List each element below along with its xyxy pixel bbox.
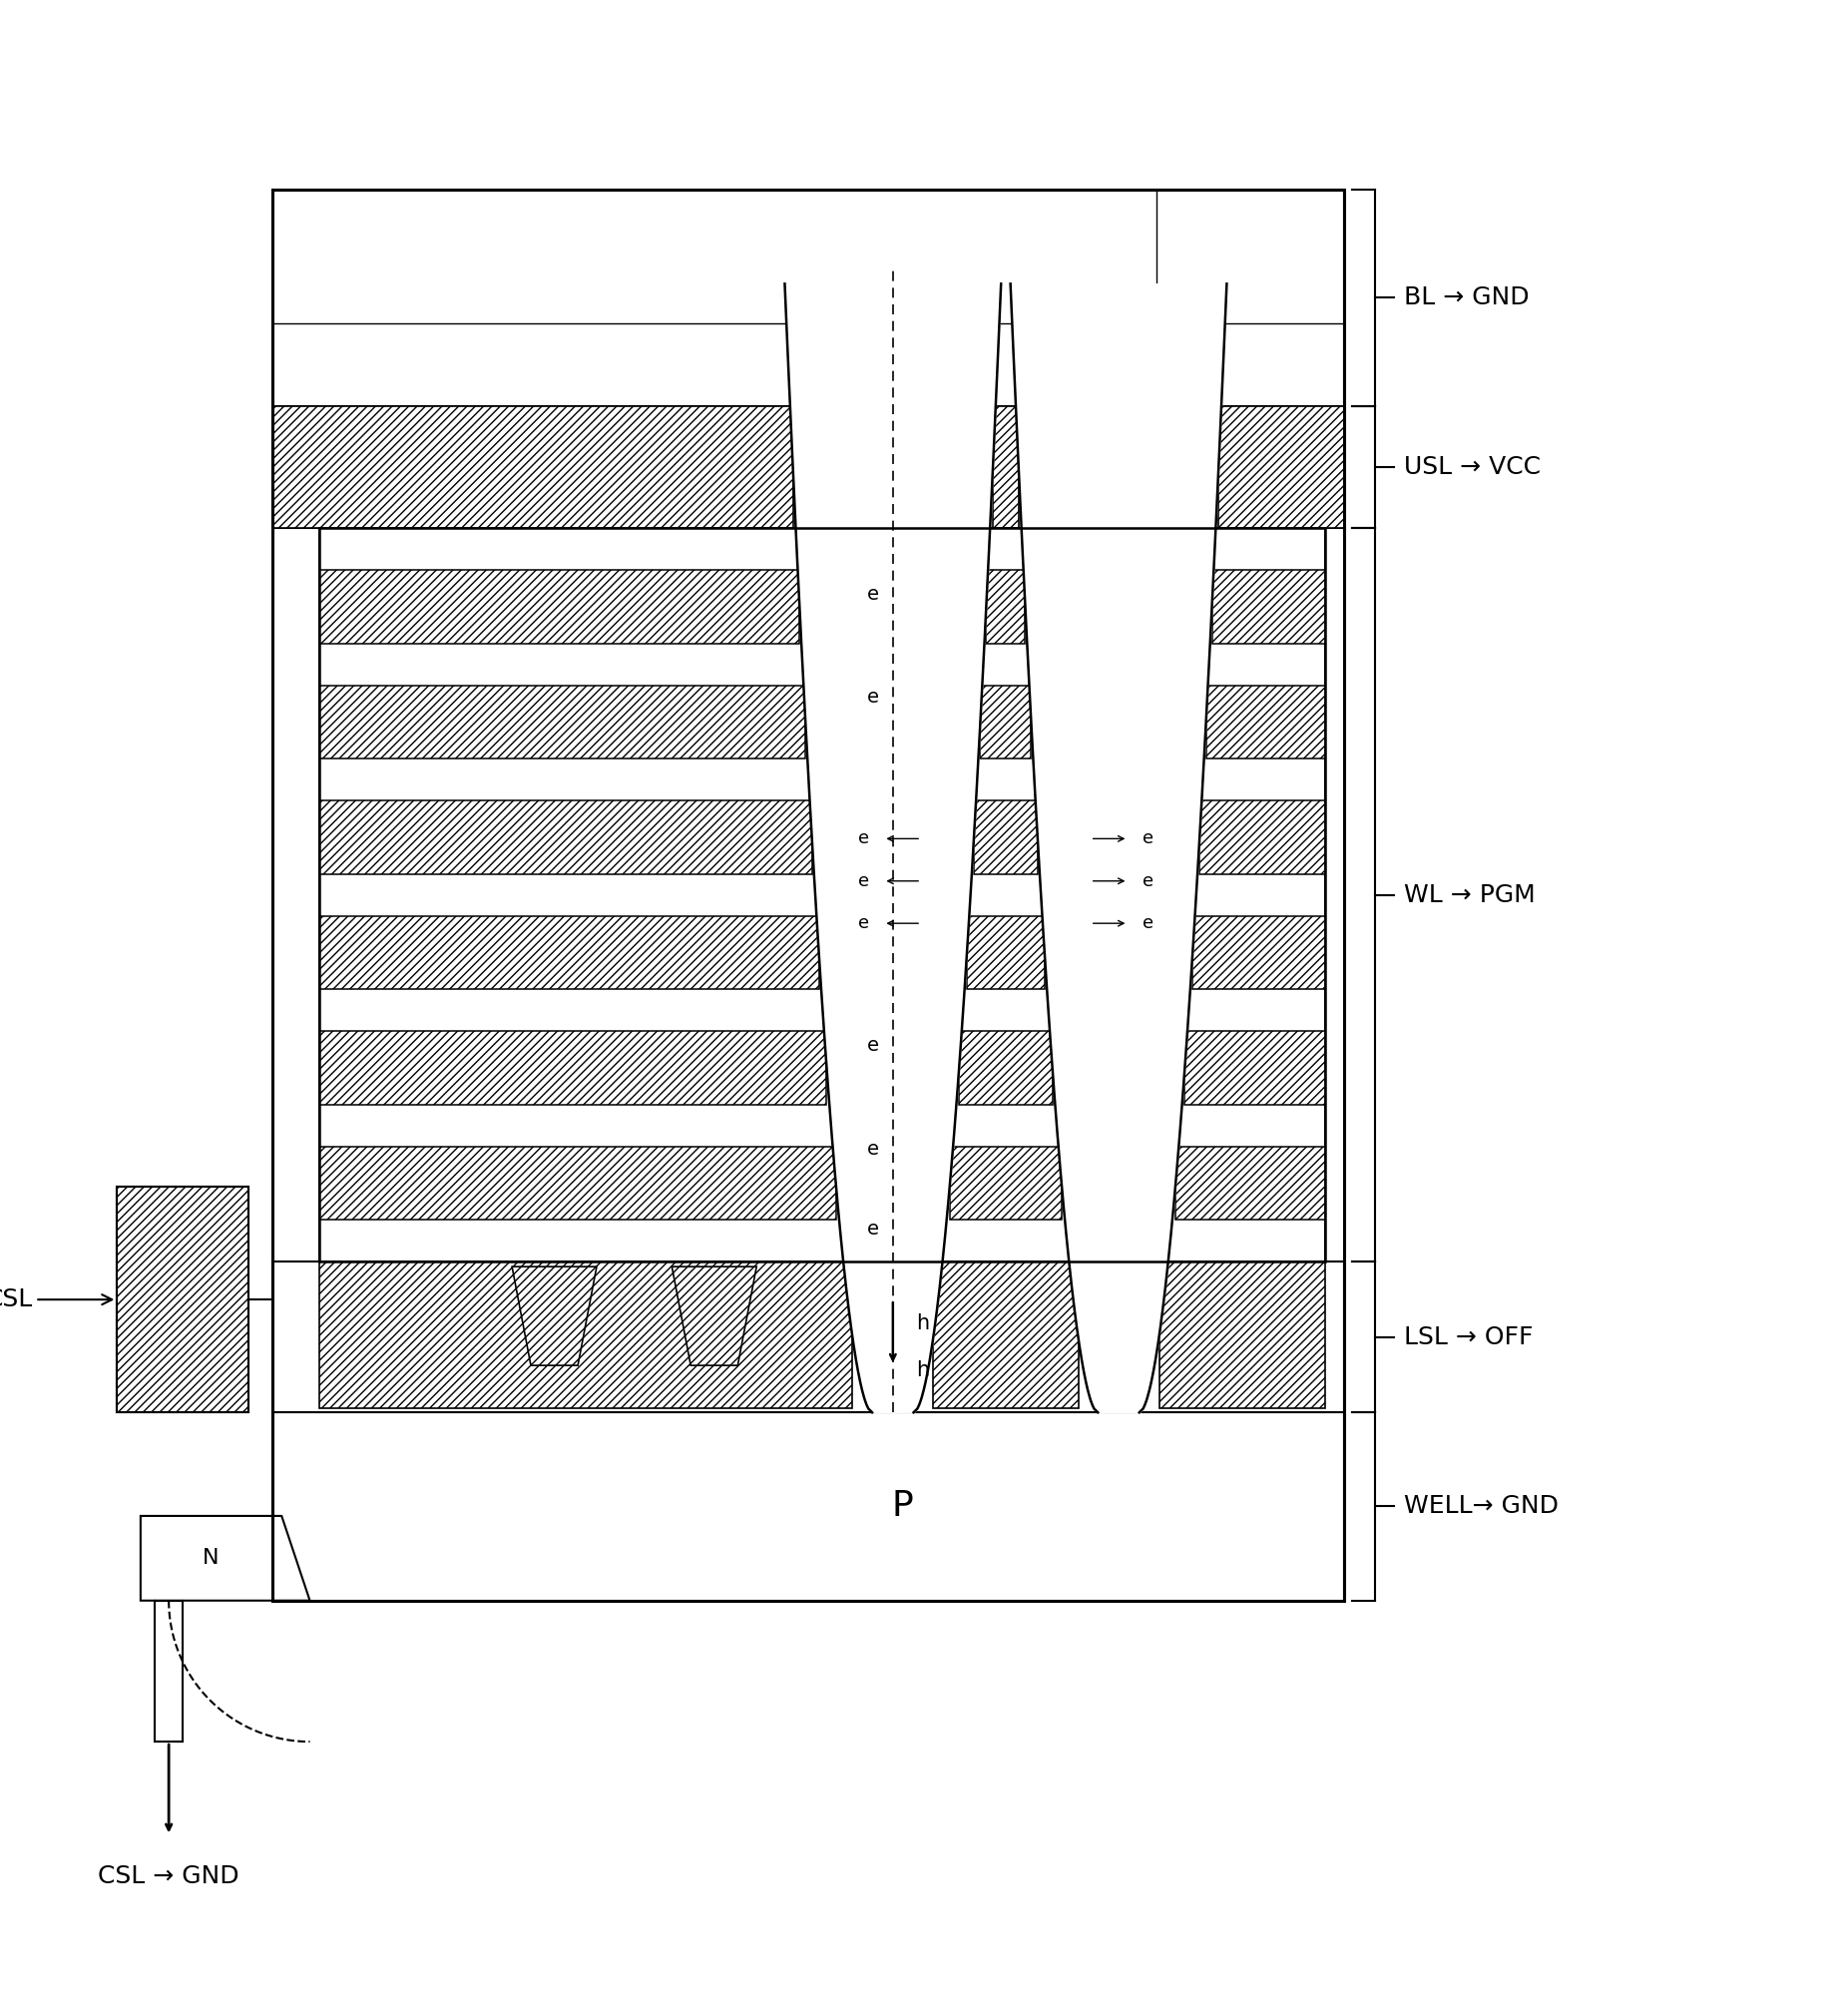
Bar xyxy=(1200,800,1326,875)
Text: e: e xyxy=(867,1036,878,1054)
Text: e: e xyxy=(1143,915,1154,931)
Text: CSL → GND: CSL → GND xyxy=(97,1865,239,1887)
Bar xyxy=(320,685,805,758)
Bar xyxy=(272,1413,1345,1601)
Bar xyxy=(1192,915,1326,990)
Bar xyxy=(986,571,1025,643)
Bar xyxy=(272,405,1345,528)
Bar xyxy=(974,800,1038,875)
Bar xyxy=(320,800,812,875)
Text: e: e xyxy=(858,915,869,931)
Bar xyxy=(959,1032,1053,1105)
Bar xyxy=(1212,571,1326,643)
Bar xyxy=(320,915,819,990)
Text: e: e xyxy=(867,1220,878,1238)
Text: WELL→ GND: WELL→ GND xyxy=(1403,1494,1558,1518)
Bar xyxy=(933,1262,1078,1407)
Bar xyxy=(320,528,1326,1262)
Bar xyxy=(320,571,799,643)
Bar xyxy=(272,190,1345,1601)
Text: h: h xyxy=(917,1361,930,1381)
Bar xyxy=(950,1147,1062,1220)
Bar xyxy=(272,190,1345,405)
Text: e: e xyxy=(1143,873,1154,889)
Bar xyxy=(966,915,1045,990)
Text: h: h xyxy=(917,1312,930,1333)
Text: WL → PGM: WL → PGM xyxy=(1403,883,1536,907)
Bar xyxy=(272,1262,1345,1413)
Text: e: e xyxy=(858,831,869,847)
Bar xyxy=(320,1262,852,1407)
Bar xyxy=(994,405,1018,528)
Bar xyxy=(272,190,1345,1601)
Text: e: e xyxy=(858,873,869,889)
Bar xyxy=(981,685,1031,758)
Bar xyxy=(118,1187,248,1413)
Text: e: e xyxy=(867,585,878,603)
Bar xyxy=(1207,685,1326,758)
Text: e: e xyxy=(867,1139,878,1159)
Text: USL → VCC: USL → VCC xyxy=(1403,456,1539,480)
Text: CSL: CSL xyxy=(0,1288,112,1312)
Bar xyxy=(320,1147,836,1220)
Bar xyxy=(1159,1262,1326,1407)
Bar xyxy=(320,528,1326,1262)
Text: LSL → OFF: LSL → OFF xyxy=(1403,1325,1532,1349)
Text: BL → GND: BL → GND xyxy=(1403,286,1528,310)
Text: e: e xyxy=(1143,831,1154,847)
Text: P: P xyxy=(891,1490,913,1524)
Bar xyxy=(1176,1147,1326,1220)
Text: e: e xyxy=(867,687,878,708)
Bar xyxy=(272,405,794,528)
Bar xyxy=(118,1187,248,1413)
Bar xyxy=(1185,1032,1326,1105)
Bar xyxy=(320,1032,827,1105)
Bar xyxy=(1218,405,1345,528)
Text: N: N xyxy=(202,1548,219,1568)
